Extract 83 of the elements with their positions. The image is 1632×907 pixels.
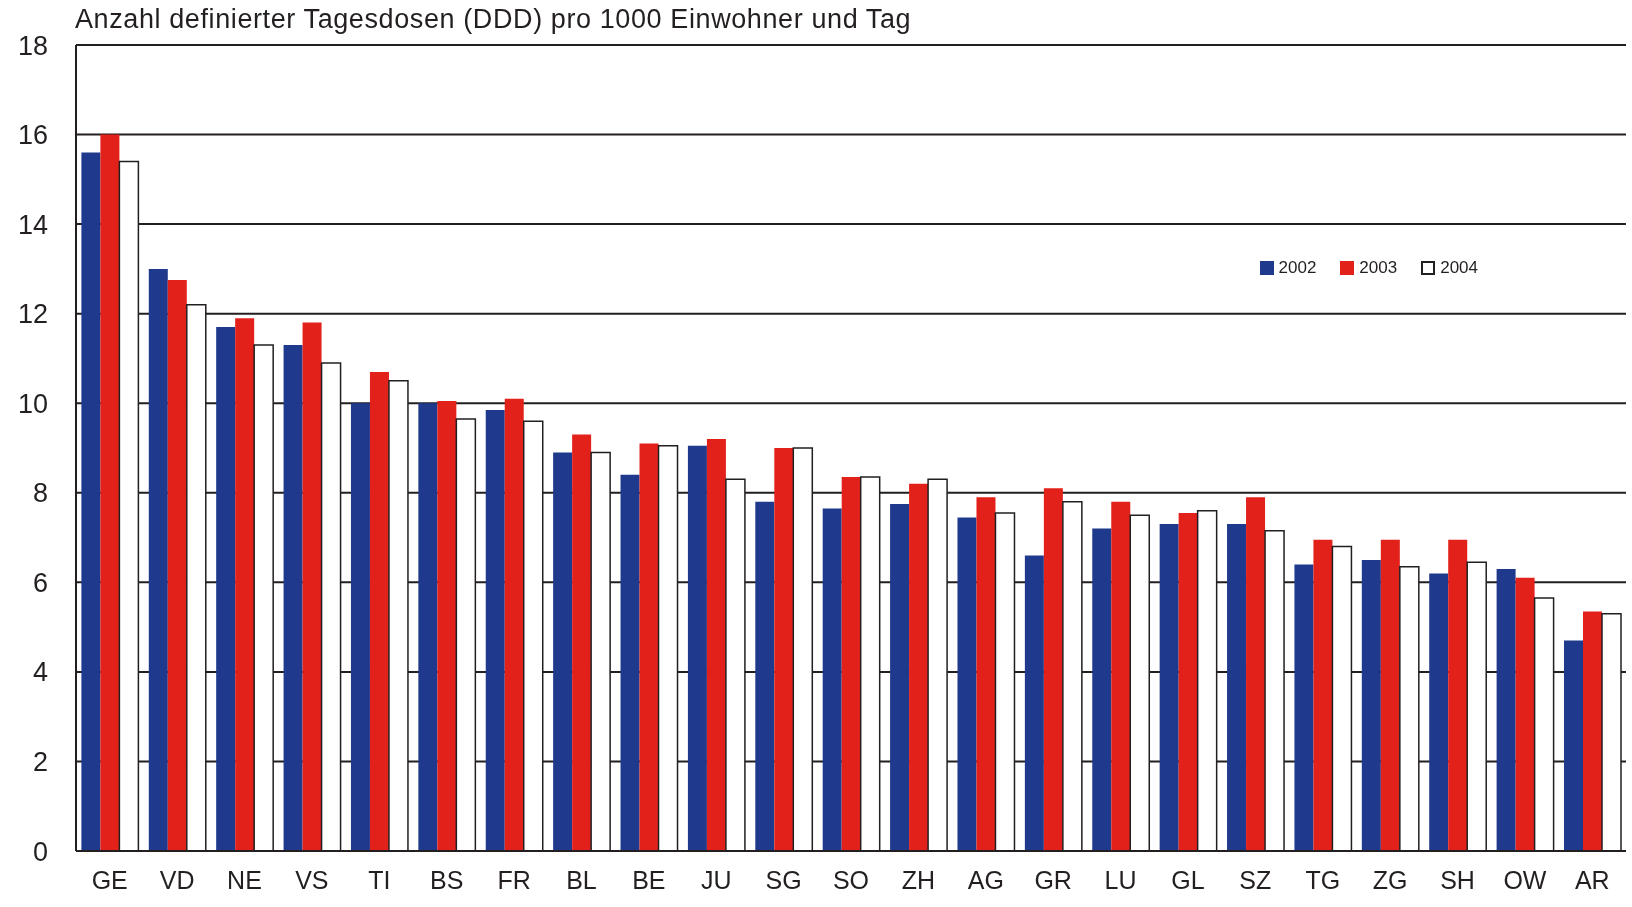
x-tick-label: GR: [1034, 865, 1072, 894]
y-tick-label: 4: [32, 657, 48, 688]
bar: [841, 477, 861, 851]
y-tick-label: 16: [17, 120, 48, 151]
bar: [485, 409, 505, 851]
y-tick-label: 14: [17, 209, 48, 240]
bar: [504, 398, 524, 851]
bar: [572, 434, 592, 851]
y-tick-label: 12: [17, 299, 48, 330]
y-tick-label: 0: [32, 836, 48, 867]
bar: [418, 403, 438, 851]
bar: [283, 345, 303, 851]
y-axis-title: Anzahl definierter Tagesdosen (DDD) pro 1000 Einwohner und Tag: [75, 4, 912, 35]
bar: [1178, 512, 1198, 851]
x-tick-label: SG: [765, 865, 802, 894]
x-tick-label: TG: [1305, 865, 1341, 894]
x-tick-label: GL: [1171, 865, 1205, 894]
bar: [1294, 564, 1314, 851]
x-tick-label: NE: [227, 865, 262, 894]
x-tick-label: VD: [159, 865, 195, 894]
x-tick-label: SO: [832, 865, 870, 894]
bar: [1429, 573, 1449, 851]
bar: [369, 371, 389, 851]
bar: [1380, 539, 1400, 851]
bar: [1583, 611, 1602, 851]
y-tick-label: 6: [32, 567, 48, 598]
x-tick-label: FR: [497, 865, 531, 894]
bar: [620, 474, 640, 851]
legend-label: 2004: [1440, 258, 1478, 278]
x-tick-label: TI: [368, 865, 391, 894]
y-tick-label: 2: [32, 747, 48, 778]
legend-label: 2003: [1359, 258, 1398, 278]
bar: [890, 503, 910, 851]
bar: [1361, 559, 1381, 851]
bar: [1246, 497, 1266, 851]
bar: [706, 439, 726, 851]
bar: [350, 403, 370, 851]
bar: [1024, 555, 1044, 851]
x-tick-label: BL: [566, 865, 597, 894]
bar: [774, 448, 794, 851]
x-tick-label: JU: [700, 865, 732, 894]
bar: [687, 445, 707, 851]
bar: [639, 443, 659, 851]
bar: [81, 152, 101, 851]
bar: [1515, 577, 1535, 851]
x-tick-label: AR: [1574, 865, 1610, 894]
y-tick-label: 8: [32, 478, 48, 509]
x-tick-label: LU: [1104, 865, 1137, 894]
bar: [1227, 524, 1247, 851]
x-tick-label: GE: [91, 865, 128, 894]
legend-label: 2002: [1278, 258, 1317, 278]
x-tick-label: BE: [632, 865, 666, 894]
bar: [553, 452, 573, 851]
x-tick-label: VS: [295, 865, 329, 894]
bar: [1092, 528, 1112, 851]
bar: [1564, 640, 1583, 851]
x-tick-label: ZG: [1372, 865, 1408, 894]
bar: [1496, 568, 1516, 851]
bar: [909, 483, 929, 851]
bar: [148, 268, 168, 851]
y-tick-label: 18: [17, 30, 48, 61]
bar: [302, 322, 322, 851]
bar: [1043, 488, 1063, 851]
x-tick-label: SH: [1440, 865, 1475, 894]
x-tick-label: SZ: [1239, 865, 1272, 894]
x-tick-label: AG: [967, 865, 1004, 894]
x-tick-label: ZH: [901, 865, 936, 894]
bar: [1313, 539, 1333, 851]
bar: [235, 318, 255, 851]
bar: [755, 501, 775, 851]
x-tick-label: OW: [1503, 865, 1547, 894]
bar: [216, 327, 236, 851]
x-tick-label: BS: [429, 865, 464, 894]
bar: [1159, 524, 1179, 851]
bar: [957, 517, 977, 851]
bar: [822, 508, 842, 851]
y-tick-label: 10: [17, 388, 48, 419]
bar: [167, 280, 187, 851]
bar: [437, 400, 457, 851]
bar: [976, 497, 996, 851]
bar: [100, 134, 120, 851]
bar: [1111, 501, 1131, 851]
bar: [1448, 539, 1468, 851]
